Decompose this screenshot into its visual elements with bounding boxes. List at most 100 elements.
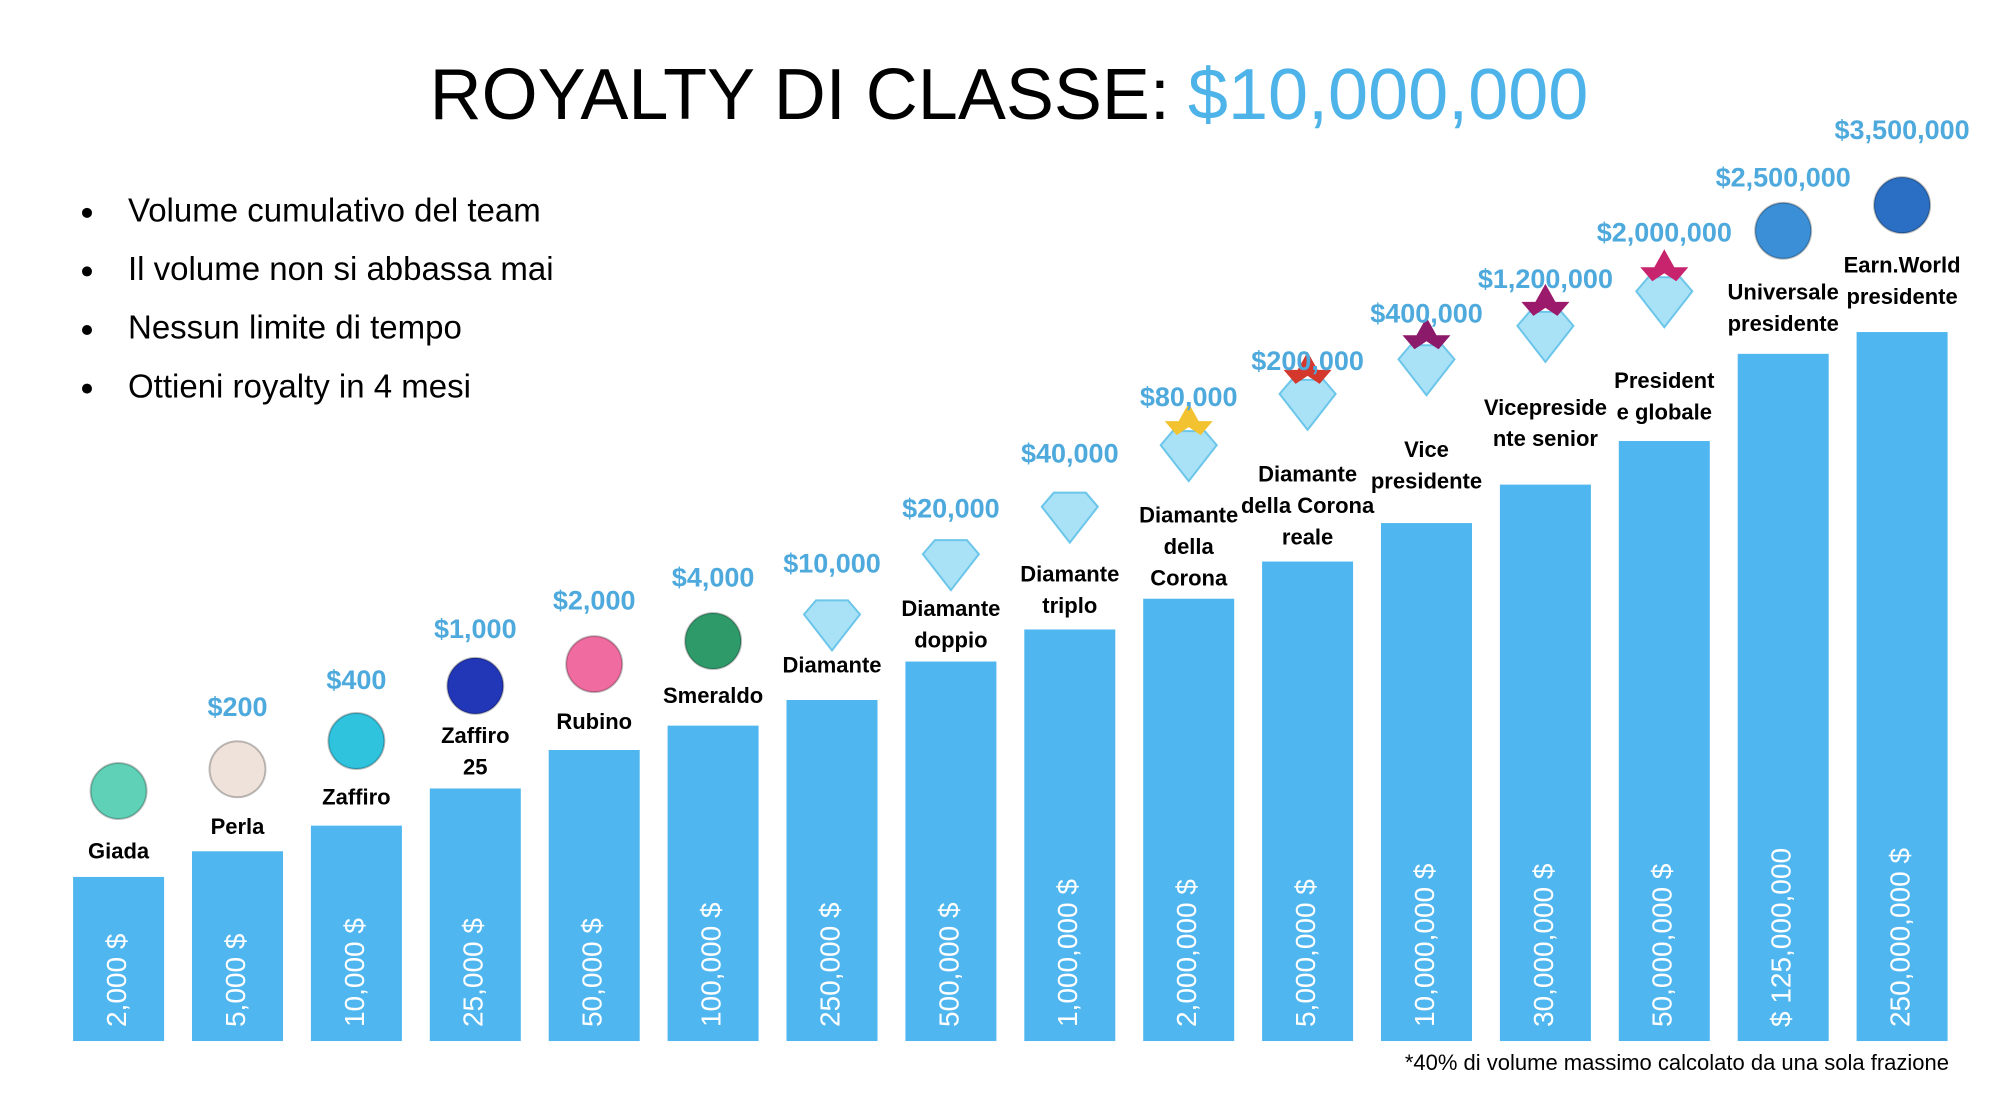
level-name: Rubino xyxy=(556,709,632,734)
level-name: Smeraldo xyxy=(663,683,763,708)
level-name: Vicepreside xyxy=(1484,395,1607,420)
volume-label: $ 125,000,000 xyxy=(1766,848,1797,1027)
bullet-text: Volume cumulativo del team xyxy=(128,192,541,229)
reward-label: $1,200,000 xyxy=(1478,264,1613,294)
gem-icon xyxy=(446,656,505,715)
bar xyxy=(1737,353,1829,1042)
reward-label: $2,000 xyxy=(553,586,636,616)
bullet-text: Ottieni royalty in 4 mesi xyxy=(128,367,471,404)
reward-label: $2,500,000 xyxy=(1716,163,1851,193)
level-name: nte senior xyxy=(1493,426,1599,451)
bar xyxy=(786,700,878,1042)
diamond-icon xyxy=(1159,430,1218,483)
level-name: della Corona xyxy=(1241,493,1375,518)
accent-icon xyxy=(1402,317,1451,350)
gem-icon xyxy=(565,635,624,694)
bar xyxy=(667,725,759,1042)
reward-label: $200 xyxy=(207,692,267,722)
bullet-dot xyxy=(82,266,92,277)
gem-icon xyxy=(89,762,148,821)
level-name: triplo xyxy=(1042,593,1097,618)
accent-icon xyxy=(1521,283,1570,316)
level-name: 25 xyxy=(463,754,487,779)
reward-label: $20,000 xyxy=(902,493,1000,523)
level-name: della xyxy=(1164,534,1215,559)
volume-label: 2,000 $ xyxy=(101,933,132,1027)
volume-label: 25,000 $ xyxy=(458,918,489,1027)
bar xyxy=(905,661,997,1042)
bar xyxy=(429,788,521,1042)
volume-label: 2,000,000 $ xyxy=(1171,879,1202,1027)
title-text: ROYALTY DI CLASSE: xyxy=(430,55,1170,135)
bullet-dot xyxy=(82,325,92,335)
reward-label: $400,000 xyxy=(1370,299,1483,329)
diamond-icon xyxy=(1635,276,1694,329)
reward-label: $3,500,000 xyxy=(1835,115,1970,145)
bar xyxy=(1262,561,1354,1042)
gem-icon xyxy=(684,612,743,671)
volume-label: 5,000,000 $ xyxy=(1290,879,1321,1027)
level-name: Earn.World xyxy=(1844,252,1961,277)
diamond-icon xyxy=(1516,310,1575,364)
level-name: Diamante xyxy=(901,596,1000,621)
level-name: Corona xyxy=(1150,565,1228,590)
diamond-icon xyxy=(1040,491,1100,545)
diamond-icon xyxy=(921,539,981,592)
bar xyxy=(310,825,402,1042)
level-name: Diamante xyxy=(1258,461,1357,486)
reward-label: $40,000 xyxy=(1021,438,1119,468)
accent-icon xyxy=(1164,403,1213,436)
diamond-icon xyxy=(802,599,862,652)
diamond-icon xyxy=(1397,344,1456,397)
bar xyxy=(1618,441,1710,1042)
bar xyxy=(1499,484,1591,1042)
footnote: *40% di volume massimo calcolato da una … xyxy=(1405,1050,1949,1075)
gem-icon xyxy=(1873,176,1932,235)
level-name: Giada xyxy=(88,838,150,863)
level-name: President xyxy=(1614,368,1715,393)
diamond-icon xyxy=(1278,378,1337,432)
gem-icon xyxy=(208,740,267,799)
level-name: presidente xyxy=(1846,284,1957,309)
level-name: doppio xyxy=(914,627,987,652)
bar xyxy=(548,750,640,1042)
level-name: Diamante xyxy=(782,652,881,677)
reward-label: $200,000 xyxy=(1251,346,1364,376)
bullet-dot xyxy=(82,383,92,394)
volume-label: 250,000 $ xyxy=(814,902,845,1027)
bar xyxy=(73,876,165,1042)
reward-label: $4,000 xyxy=(672,563,755,593)
volume-label: 1,000,000 $ xyxy=(1052,879,1083,1027)
bar xyxy=(1856,332,1948,1042)
level-name: reale xyxy=(1282,524,1333,549)
bullet-text: Il volume non si abbassa mai xyxy=(128,250,554,287)
bar xyxy=(1381,523,1472,1042)
volume-label: 100,000 $ xyxy=(695,902,726,1027)
volume-label: 50,000,000 $ xyxy=(1647,863,1678,1027)
reward-label: $10,000 xyxy=(783,549,881,579)
accent-icon xyxy=(1283,351,1332,384)
volume-label: 5,000 $ xyxy=(220,933,251,1027)
level-name: presidente xyxy=(1728,311,1839,336)
level-name: Vice xyxy=(1404,437,1449,462)
reward-label: $1,000 xyxy=(434,614,517,644)
volume-label: 50,000 $ xyxy=(577,918,608,1027)
level-name: presidente xyxy=(1371,469,1482,494)
volume-label: 30,000,000 $ xyxy=(1528,863,1559,1027)
level-name: Zaffiro xyxy=(322,785,390,810)
title: ROYALTY DI CLASSE: $10,000,000 xyxy=(430,55,1589,135)
volume-label: 10,000,000 $ xyxy=(1409,863,1440,1027)
level-name: Universale xyxy=(1728,279,1839,304)
reward-label: $400 xyxy=(326,665,386,695)
level-name: Perla xyxy=(211,814,266,839)
gem-icon xyxy=(327,712,386,771)
title-amount: $10,000,000 xyxy=(1188,55,1588,135)
reward-label: $80,000 xyxy=(1140,382,1238,412)
bar xyxy=(192,851,283,1042)
level-name: Diamante xyxy=(1139,502,1238,527)
bullet-text: Nessun limite di tempo xyxy=(128,309,462,346)
level-name: e globale xyxy=(1617,399,1712,424)
volume-label: 250,000,000 $ xyxy=(1884,848,1915,1027)
